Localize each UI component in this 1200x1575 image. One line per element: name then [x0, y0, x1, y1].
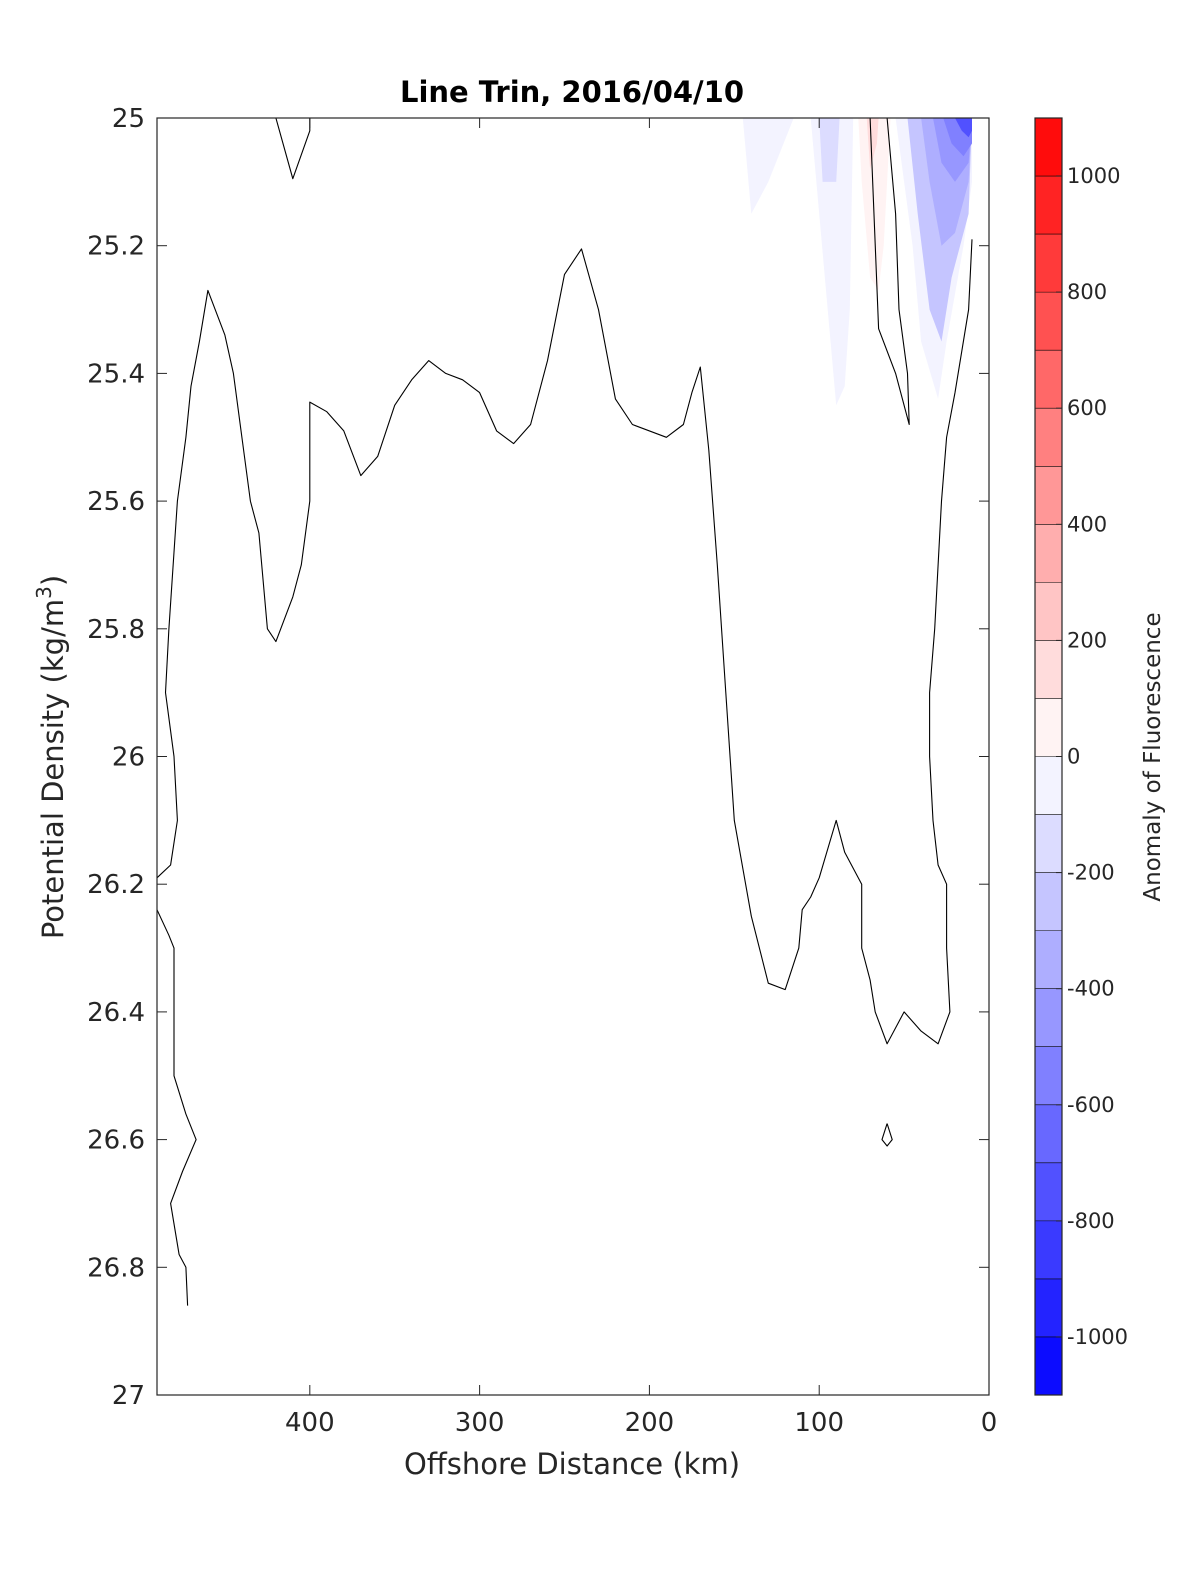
colorbar-tick-label: -1000	[1067, 1325, 1128, 1349]
colorbar-band	[1035, 176, 1062, 235]
colorbar-band	[1035, 1336, 1062, 1396]
colorbar-band	[1035, 640, 1062, 699]
zero-contour-line	[881, 1123, 893, 1147]
x-tick-label: 400	[285, 1408, 335, 1438]
colorbar-bands	[1035, 118, 1062, 1396]
y-axis-title-main: Potential Density (kg/m	[36, 599, 70, 939]
zero-contour-line	[157, 239, 973, 1045]
x-axis-title: Offshore Distance (km)	[404, 1447, 740, 1481]
colorbar-band	[1035, 1220, 1062, 1280]
y-axis-title-superscript: 3	[32, 586, 56, 599]
y-tick-label: 25.4	[87, 359, 145, 389]
anomaly-region	[866, 118, 879, 170]
colorbar-band	[1035, 1278, 1062, 1338]
plot-area: 400 300 200 100 0 25 25.2 25.4 25.6 25.8 26 26.2 26…	[87, 104, 997, 1438]
colorbar-tick-label: -200	[1067, 861, 1115, 885]
colorbar-tick-label: 1000	[1067, 164, 1120, 188]
zero-contour-line	[157, 909, 197, 1306]
x-tick-label: 0	[981, 1408, 998, 1438]
x-axis-ticks: 400 300 200 100 0	[285, 118, 997, 1438]
y-tick-label: 26.6	[87, 1126, 145, 1156]
colorbar-band	[1035, 1046, 1062, 1106]
y-tick-label: 25	[112, 104, 145, 134]
colorbar-ticks: 1000 800 600 400 200 0 -200 -400 -600 -800 -1000	[1056, 164, 1128, 1349]
x-tick-label: 200	[625, 1408, 675, 1438]
colorbar-band	[1035, 292, 1062, 351]
colorbar-band	[1035, 118, 1062, 177]
anomaly-region	[742, 118, 794, 214]
anomaly-region	[810, 118, 854, 406]
colorbar-tick-label: 200	[1067, 628, 1107, 652]
x-tick-label: 300	[455, 1408, 505, 1438]
colorbar-band	[1035, 466, 1062, 525]
colorbar: 1000 800 600 400 200 0 -200 -400 -600 -800 -1000	[1034, 117, 1128, 1396]
y-axis-title: Potential Density (kg/m3)	[32, 575, 70, 939]
y-axis-ticks: 25 25.2 25.4 25.6 25.8 26 26.2 26.4 26.6 26.8 27	[87, 104, 989, 1411]
colorbar-band	[1035, 930, 1062, 990]
y-tick-label: 26.4	[87, 998, 145, 1028]
colorbar-band	[1035, 872, 1062, 932]
y-tick-label: 26.8	[87, 1253, 145, 1283]
colorbar-band	[1035, 350, 1062, 409]
y-tick-label: 26.2	[87, 870, 145, 900]
colorbar-band	[1035, 408, 1062, 467]
colorbar-band	[1035, 988, 1062, 1048]
colorbar-tick-label: 600	[1067, 396, 1107, 420]
y-tick-label: 26	[112, 743, 145, 773]
x-tick-label: 100	[794, 1408, 844, 1438]
colorbar-tick-label: -400	[1067, 977, 1115, 1001]
colorbar-band	[1035, 698, 1062, 757]
y-tick-label: 25.6	[87, 487, 145, 517]
colorbar-tick-label: -600	[1067, 1093, 1115, 1117]
anomaly-region	[858, 118, 891, 291]
colorbar-band	[1035, 234, 1062, 293]
y-tick-label: 25.2	[87, 232, 145, 262]
zero-contour-line	[869, 118, 910, 426]
colorbar-band	[1035, 582, 1062, 641]
colorbar-tick-label: 800	[1067, 280, 1107, 304]
y-axis-title-close: )	[36, 575, 70, 586]
colorbar-band	[1035, 1162, 1062, 1222]
colorbar-band	[1035, 814, 1062, 874]
colorbar-band	[1035, 1104, 1062, 1164]
anomaly-fill-layer	[742, 118, 972, 406]
y-tick-label: 25.8	[87, 615, 145, 645]
anomaly-region	[819, 118, 840, 182]
colorbar-tick-label: 400	[1067, 512, 1107, 536]
chart-title: Line Trin, 2016/04/10	[400, 75, 744, 109]
plot-background	[157, 118, 989, 1395]
colorbar-tick-label: -800	[1067, 1209, 1115, 1233]
colorbar-tick-label: 0	[1067, 745, 1080, 769]
colorbar-band	[1035, 756, 1062, 816]
y-tick-label: 27	[112, 1381, 145, 1411]
anomaly-region	[955, 118, 972, 138]
colorbar-band	[1035, 524, 1062, 583]
colorbar-title: Anomaly of Fluorescence	[1140, 612, 1166, 901]
